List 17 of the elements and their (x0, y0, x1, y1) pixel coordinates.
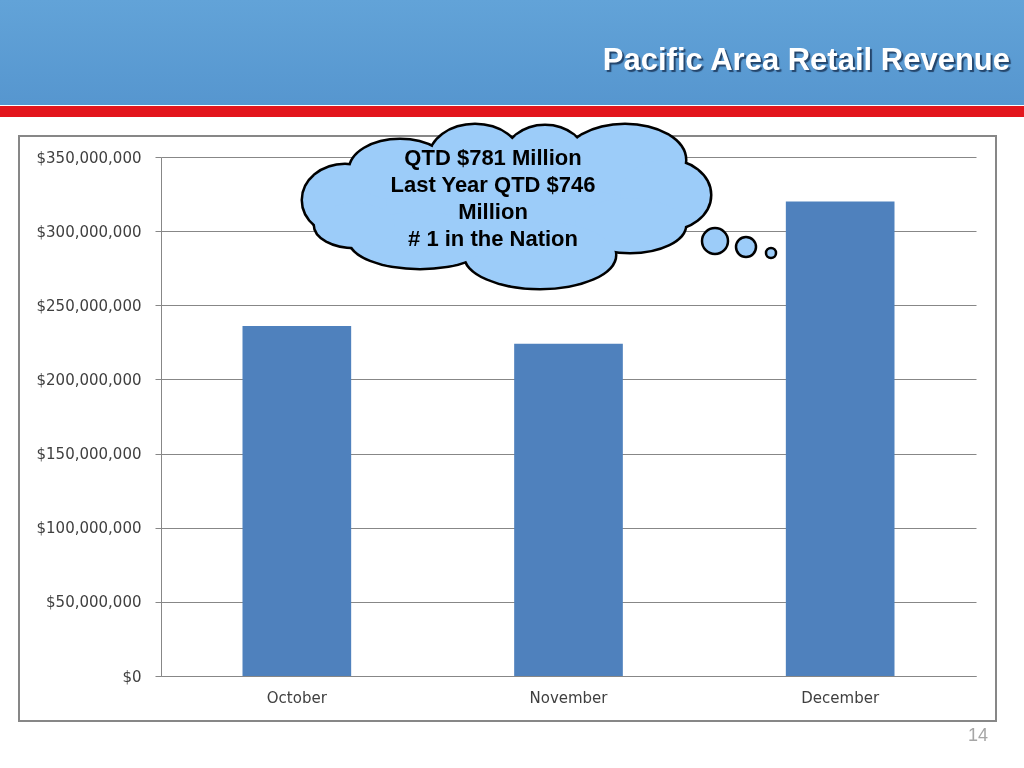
bar (514, 343, 623, 676)
y-tick-label: $350,000,000 (36, 148, 142, 167)
y-tick-label: $200,000,000 (36, 370, 142, 389)
x-tick-label: December (801, 688, 880, 707)
bar (242, 326, 352, 676)
y-tick-label: $50,000,000 (46, 593, 142, 612)
bar (785, 201, 895, 676)
y-tick-label: $150,000,000 (36, 445, 142, 464)
text: 14 (967, 725, 989, 746)
x-tick-label: October (266, 688, 328, 707)
y-tick-label: $250,000,000 (36, 296, 142, 315)
y-tick-label: $100,000,000 (36, 519, 142, 538)
chart-title: Pacific Area Retail Revenue (602, 42, 1010, 78)
y-tick-label: $0 (122, 667, 142, 686)
annotation: QTD $781 Million Last Year QTD $746 Million # 1 in the Nation (389, 144, 597, 252)
y-tick-label: $300,000,000 (36, 222, 142, 241)
x-tick-label: November (529, 688, 609, 707)
